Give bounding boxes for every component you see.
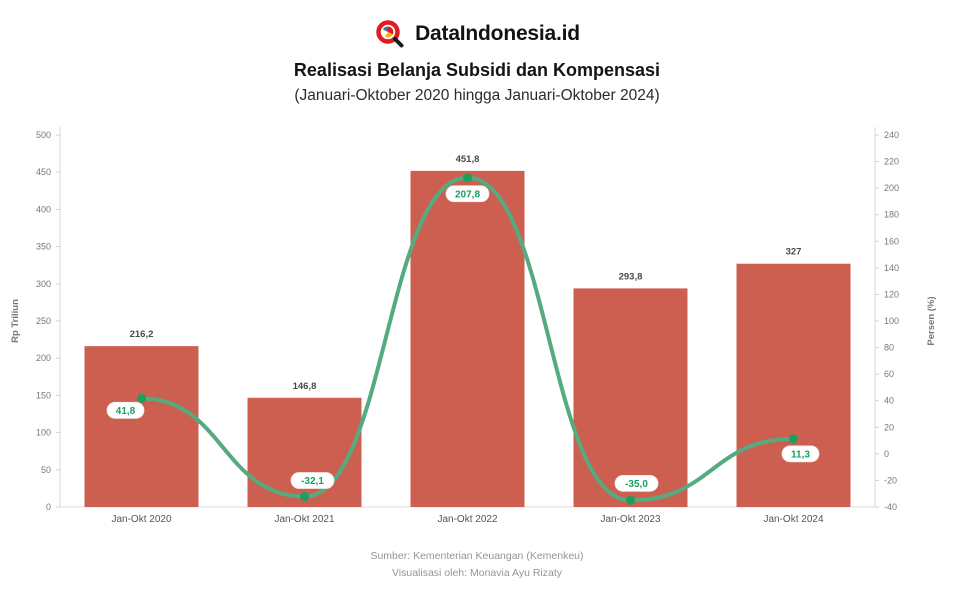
left-axis-tick-label: 400 xyxy=(36,204,51,214)
bar-Jan-Okt 2021 xyxy=(247,397,362,507)
left-axis-tick-label: 200 xyxy=(36,353,51,363)
bar-Jan-Okt 2022 xyxy=(410,170,525,508)
right-axis-tick-label: -20 xyxy=(884,475,897,485)
right-axis-tick-label: 100 xyxy=(884,316,899,326)
left-axis-tick-label: 350 xyxy=(36,242,51,252)
line-value-pill xyxy=(614,474,659,492)
right-axis-tick-label: 160 xyxy=(884,236,899,246)
line-value-pill xyxy=(445,185,490,203)
line-point-Jan-Okt 2023 xyxy=(626,495,635,505)
line-value-pill xyxy=(290,472,335,489)
left-axis-tick-label: 150 xyxy=(36,390,51,400)
left-axis-tick-label: 0 xyxy=(46,502,51,512)
credit-note: Visualisasi oleh: Monavia Ayu Rizaty xyxy=(391,567,563,579)
right-axis-tick-label: 80 xyxy=(884,343,894,353)
right-axis-tick-label: 140 xyxy=(884,263,899,273)
line-point-Jan-Okt 2022 xyxy=(463,173,472,183)
right-axis-tick-label: 120 xyxy=(884,289,899,299)
bar-Jan-Okt 2024 xyxy=(736,263,851,507)
left-axis-tick-label: 100 xyxy=(36,428,51,438)
bar-value-label: 451,8 xyxy=(456,154,480,165)
right-axis-tick-label: 20 xyxy=(884,422,894,432)
chart-title: Realisasi Belanja Subsidi dan Kompensasi xyxy=(293,60,661,80)
x-axis-category-label: Jan-Okt 2024 xyxy=(763,514,823,525)
left-axis-tick-label: 50 xyxy=(41,465,51,475)
right-axis-tick-label: 40 xyxy=(884,396,894,406)
x-axis-category-label: Jan-Okt 2022 xyxy=(437,514,497,525)
bar-value-label: 146,8 xyxy=(293,381,317,392)
brand: DataIndonesia.id xyxy=(0,16,954,52)
dataindonesia-logo-icon xyxy=(376,20,404,48)
left-axis-title: Rp Triliun xyxy=(10,299,21,343)
line-point-Jan-Okt 2020 xyxy=(137,393,146,403)
right-axis-tick-label: 180 xyxy=(884,210,899,220)
line-value-label: -32,1 xyxy=(301,476,324,487)
x-axis-category-label: Jan-Okt 2020 xyxy=(111,514,171,525)
bar-Jan-Okt 2020 xyxy=(84,346,199,507)
right-axis-tick-label: 200 xyxy=(884,183,899,193)
right-axis-title: Persen (%) xyxy=(926,296,937,345)
line-point-Jan-Okt 2024 xyxy=(789,434,798,444)
x-axis-category-label: Jan-Okt 2023 xyxy=(600,514,660,525)
left-axis-tick-label: 250 xyxy=(36,316,51,326)
line-value-label: -35,0 xyxy=(625,479,648,490)
brand-name: DataIndonesia.id xyxy=(415,22,580,45)
footer: Sumber: Kementerian Keuangan (Kemenkeu) … xyxy=(0,548,954,582)
left-axis-tick-label: 450 xyxy=(36,167,51,177)
line-value-pill xyxy=(106,401,145,419)
bar-value-label: 293,8 xyxy=(619,271,643,282)
line-point-Jan-Okt 2021 xyxy=(300,492,309,502)
line-value-label: 207,8 xyxy=(455,189,480,200)
source-note: Sumber: Kementerian Keuangan (Kemenkeu) xyxy=(370,550,584,562)
right-axis-tick-label: 220 xyxy=(884,157,899,167)
right-axis-tick-label: 240 xyxy=(884,130,899,140)
bar-value-label: 216,2 xyxy=(130,329,154,340)
chart-subtitle: (Januari-Oktober 2020 hingga Januari-Okt… xyxy=(294,87,660,104)
bar-value-label: 327 xyxy=(786,247,802,258)
line-value-pill xyxy=(781,445,820,463)
right-axis-tick-label: -40 xyxy=(884,502,897,512)
line-value-label: 11,3 xyxy=(791,449,810,460)
x-axis-category-label: Jan-Okt 2021 xyxy=(274,514,334,525)
left-axis-tick-label: 300 xyxy=(36,279,51,289)
line-value-label: 41,8 xyxy=(116,406,136,417)
right-axis-tick-label: 60 xyxy=(884,369,894,379)
right-axis-tick-label: 0 xyxy=(884,449,889,459)
left-axis-tick-label: 500 xyxy=(36,130,51,140)
bar-Jan-Okt 2023 xyxy=(573,288,688,507)
